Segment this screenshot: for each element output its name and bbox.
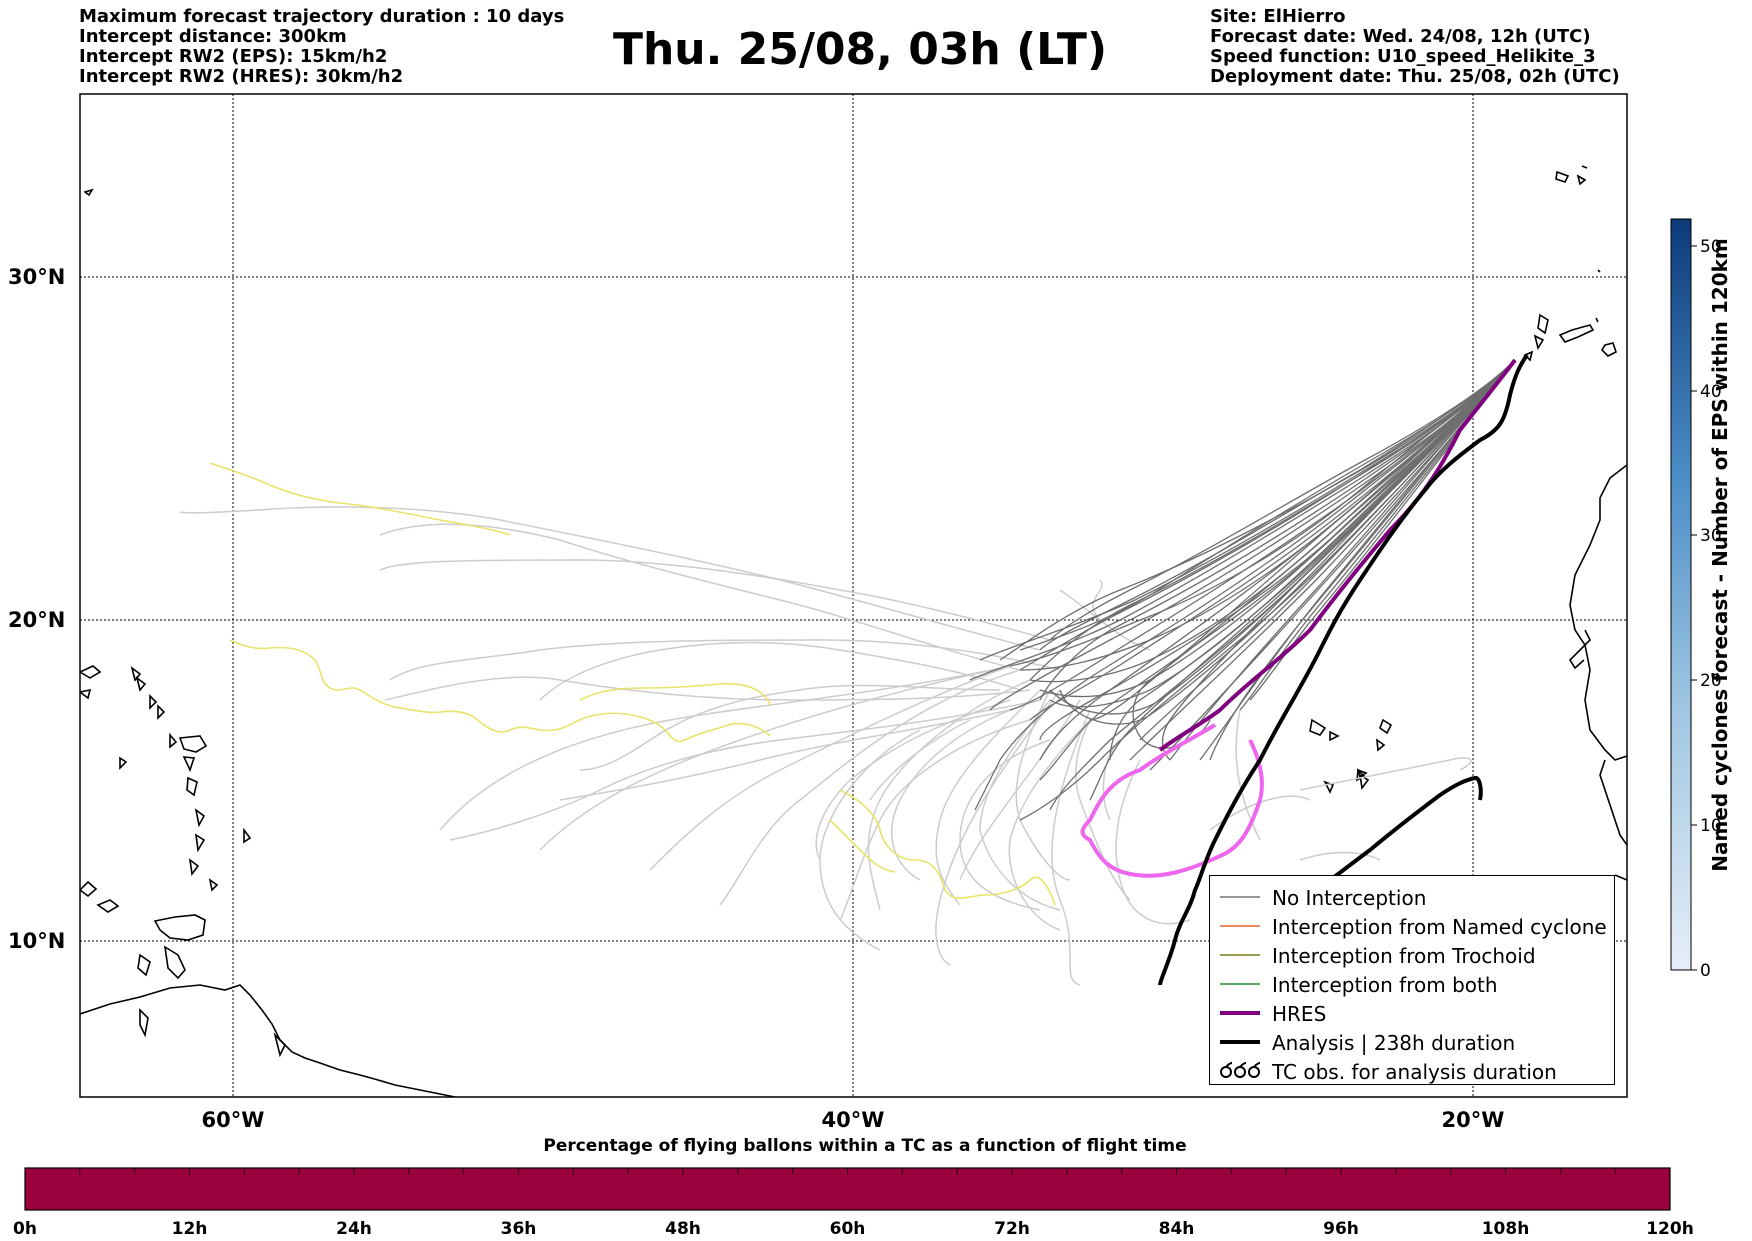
- pink-trajectory: [1080, 723, 1264, 878]
- legend-item-trochoid: Interception from Trochoid: [1210, 941, 1614, 969]
- site-info: Site: ElHierro Forecast date: Wed. 24/08…: [1210, 7, 1620, 87]
- eps-light-trajectories: [179, 506, 1472, 986]
- time-tick-label: 36h: [501, 1219, 537, 1239]
- legend-item-no-interception: No Interception: [1210, 883, 1614, 911]
- flight-time-bar: 0h 12h 24h 36h 48h 60h 72h 84h 96h 108h 120h: [13, 1167, 1694, 1239]
- coastlines: [80, 165, 1627, 1097]
- cbar-tick-10: 10: [1700, 816, 1722, 836]
- eps-trajectories: [969, 359, 1516, 821]
- legend-label: Interception from Named cyclone: [1272, 915, 1607, 939]
- cbar-tick-20: 20: [1700, 671, 1722, 691]
- time-tick-label: 24h: [336, 1219, 372, 1239]
- cyclone-colorbar: 0 10 20 30 40 50: [1670, 218, 1722, 981]
- cbar-tick-0: 0: [1700, 961, 1711, 981]
- speed-function-text: Speed function: U10_speed_Helikite_3: [1210, 46, 1596, 67]
- legend-line-analysis: [1220, 1040, 1260, 1044]
- forecast-date-text: Forecast date: Wed. 24/08, 12h (UTC): [1210, 26, 1591, 47]
- map-frame: [79, 93, 1628, 1098]
- time-tick-label: 48h: [665, 1219, 701, 1239]
- legend-line-trochoid: [1220, 954, 1260, 956]
- lat-label-10n: 10°N: [8, 929, 65, 953]
- cyclone-colorbar-gradient: [1670, 218, 1692, 971]
- time-tick-label: 84h: [1159, 1219, 1195, 1239]
- time-tick-label: 0h: [13, 1219, 37, 1239]
- flight-time-bar-fill: [24, 1167, 1671, 1211]
- time-tick-label: 108h: [1482, 1219, 1530, 1239]
- legend-line-no-interception: [1220, 896, 1260, 898]
- map-legend: No Interception Interception from Named …: [1209, 875, 1615, 1085]
- lon-label-20w: 20°W: [1442, 1108, 1505, 1132]
- time-tick-label: 12h: [172, 1219, 208, 1239]
- time-tick-label: 72h: [994, 1219, 1030, 1239]
- intercept-eps-text: Intercept RW2 (EPS): 15km/h2: [79, 46, 388, 67]
- cbar-tick-30: 30: [1700, 526, 1722, 546]
- tc-symbol-icon: [1220, 1062, 1261, 1078]
- time-tick-label: 60h: [830, 1219, 866, 1239]
- flight-time-bar-title: Percentage of flying ballons within a TC…: [543, 1136, 1187, 1156]
- legend-item-analysis: Analysis | 238h duration: [1210, 1028, 1614, 1056]
- legend-label: TC obs. for analysis duration: [1272, 1060, 1557, 1084]
- time-tick-label: 120h: [1646, 1219, 1694, 1239]
- hres-trajectory: [1158, 358, 1517, 752]
- legend-line-hres: [1220, 1011, 1260, 1015]
- legend-label: Interception from both: [1272, 973, 1498, 997]
- lon-label-60w: 60°W: [202, 1108, 265, 1132]
- deployment-date-text: Deployment date: Thu. 25/08, 02h (UTC): [1210, 66, 1620, 87]
- cbar-tick-50: 50: [1700, 237, 1722, 257]
- legend-label: No Interception: [1272, 886, 1427, 910]
- page-title: Thu. 25/08, 03h (LT): [612, 24, 1108, 75]
- forecast-settings-info: Maximum forecast trajectory duration : 1…: [79, 7, 564, 87]
- cyclone-colorbar-label: Named cyclones forecast - Number of EPS …: [1708, 238, 1732, 872]
- legend-item-hres: HRES: [1210, 999, 1614, 1027]
- legend-item-both: Interception from both: [1210, 970, 1614, 998]
- legend-label: HRES: [1272, 1002, 1327, 1026]
- lat-label-30n: 30°N: [8, 265, 65, 289]
- lon-label-40w: 40°W: [822, 1108, 885, 1132]
- lat-label-20n: 20°N: [8, 608, 65, 632]
- legend-line-named-cyclone: [1220, 925, 1260, 927]
- yellow-trajectories: [209, 462, 1056, 906]
- legend-label: Interception from Trochoid: [1272, 944, 1536, 968]
- cbar-tick-40: 40: [1700, 382, 1722, 402]
- site-text: Site: ElHierro: [1210, 6, 1346, 27]
- analysis-trajectory: [1158, 353, 1529, 986]
- intercept-hres-text: Intercept RW2 (HRES): 30km/h2: [79, 66, 404, 87]
- max-duration-text: Maximum forecast trajectory duration : 1…: [79, 6, 565, 27]
- time-tick-label: 96h: [1323, 1219, 1359, 1239]
- legend-item-tc-obs: TC obs. for analysis duration: [1210, 1057, 1614, 1085]
- legend-item-named-cyclone: Interception from Named cyclone: [1210, 912, 1614, 940]
- legend-label: Analysis | 238h duration: [1272, 1031, 1516, 1055]
- legend-line-both: [1220, 983, 1260, 985]
- intercept-distance-text: Intercept distance: 300km: [79, 26, 347, 47]
